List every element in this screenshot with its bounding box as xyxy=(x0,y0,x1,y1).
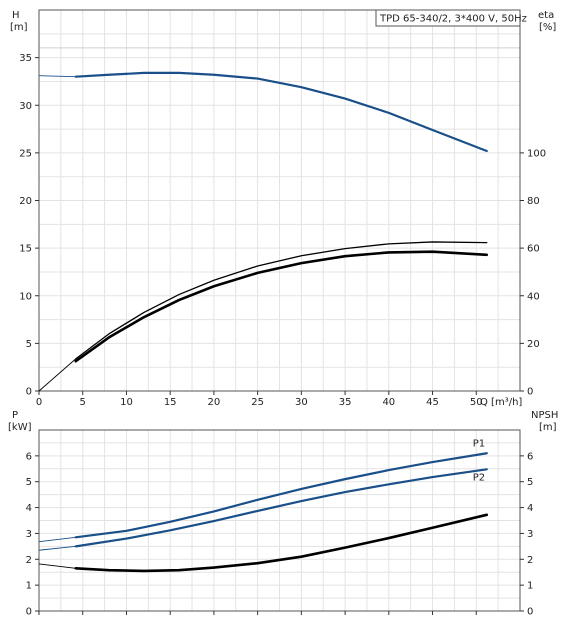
title-box xyxy=(375,9,521,27)
npsh-tick-label: 0 xyxy=(527,607,533,618)
p-tick-label: 6 xyxy=(26,451,32,462)
top-grid xyxy=(38,9,521,392)
npsh-tick-label: 3 xyxy=(527,529,533,540)
p-tick-label: 0 xyxy=(26,607,32,618)
y-left-tick-label: 10 xyxy=(19,291,32,302)
x-tick-label: 25 xyxy=(251,397,264,408)
y-left-axis-unit: [m] xyxy=(10,22,28,33)
npsh-tick-label: 5 xyxy=(527,477,533,488)
y-right-axis-label: eta xyxy=(538,10,554,21)
p-tick-label: 5 xyxy=(26,477,32,488)
y-right-axis-unit: [%] xyxy=(539,22,556,33)
p-tick-label: 4 xyxy=(26,503,32,514)
series-extension-line xyxy=(38,563,76,569)
series-label: P2 xyxy=(473,472,485,483)
x-tick-label: 20 xyxy=(208,397,221,408)
bottom-plot-frame xyxy=(38,429,521,612)
series-line xyxy=(74,71,488,153)
y-left-tick-label: 25 xyxy=(19,148,32,159)
bottom-grid xyxy=(38,429,521,612)
y-left-tick-label: 0 xyxy=(26,387,32,398)
series-extension-line xyxy=(38,358,77,392)
y-left-tick-label: 35 xyxy=(19,53,32,64)
y-left-tick-label: 20 xyxy=(19,196,32,207)
x-tick-label: 10 xyxy=(120,397,133,408)
y-right-tick-label: 0 xyxy=(527,387,533,398)
series-line xyxy=(74,452,488,539)
bottom-curves xyxy=(38,452,489,573)
series-line xyxy=(74,513,489,573)
npsh-tick-label: 4 xyxy=(527,503,533,514)
x-axis-label: Q [m³/h] xyxy=(480,397,522,408)
series-extension-line xyxy=(38,545,76,551)
y-right-axis-label: NPSH xyxy=(531,410,558,421)
y-right-tick-label: 20 xyxy=(527,339,540,350)
series-extension-line xyxy=(38,75,76,78)
x-tick-label: 35 xyxy=(339,397,352,408)
y-right-tick-label: 80 xyxy=(527,196,540,207)
series-line xyxy=(74,468,488,548)
p-tick-label: 1 xyxy=(26,581,32,592)
y-left-tick-label: 5 xyxy=(26,339,32,350)
p-tick-label: 2 xyxy=(26,555,32,566)
p-tick-label: 3 xyxy=(26,529,32,540)
x-tick-label: 40 xyxy=(382,397,395,408)
series-label: P1 xyxy=(473,438,485,449)
npsh-tick-label: 6 xyxy=(527,451,533,462)
x-tick-label: 45 xyxy=(426,397,439,408)
top-panel: 0 5 10 15 20 25 30 35 0 20 40 60 80 100 0 5 10 15 20 25 30 35… xyxy=(10,9,556,408)
x-tick-label: 30 xyxy=(295,397,308,408)
y-right-tick-label: 100 xyxy=(527,148,546,159)
y-right-tick-label: 40 xyxy=(527,291,540,302)
x-tick-label: 0 xyxy=(36,397,42,408)
series-line xyxy=(75,241,488,360)
x-tick-label: 50 xyxy=(470,397,483,408)
y-left-tick-label: 15 xyxy=(19,244,32,255)
top-curves xyxy=(38,71,489,392)
y-left-axis-label: H xyxy=(12,10,20,21)
y-left-axis-unit: [kW] xyxy=(8,422,32,433)
series-line xyxy=(74,250,489,363)
y-left-tick-label: 30 xyxy=(19,101,32,112)
series-extension-line xyxy=(38,536,76,543)
chart-title: TPD 65-340/2, 3*400 V, 50Hz xyxy=(379,14,527,25)
x-tick-label: 5 xyxy=(80,397,86,408)
y-left-axis-label: P xyxy=(12,410,18,421)
y-right-tick-label: 60 xyxy=(527,244,540,255)
y-right-axis-unit: [m] xyxy=(539,422,557,433)
bottom-panel: 0 1 2 3 4 5 6 0 1 2 3 4 5 6 P[kW] NPSH[m] P1 P2 xyxy=(8,410,558,618)
x-tick-label: 15 xyxy=(164,397,177,408)
npsh-tick-label: 2 xyxy=(527,555,533,566)
npsh-tick-label: 1 xyxy=(527,581,533,592)
